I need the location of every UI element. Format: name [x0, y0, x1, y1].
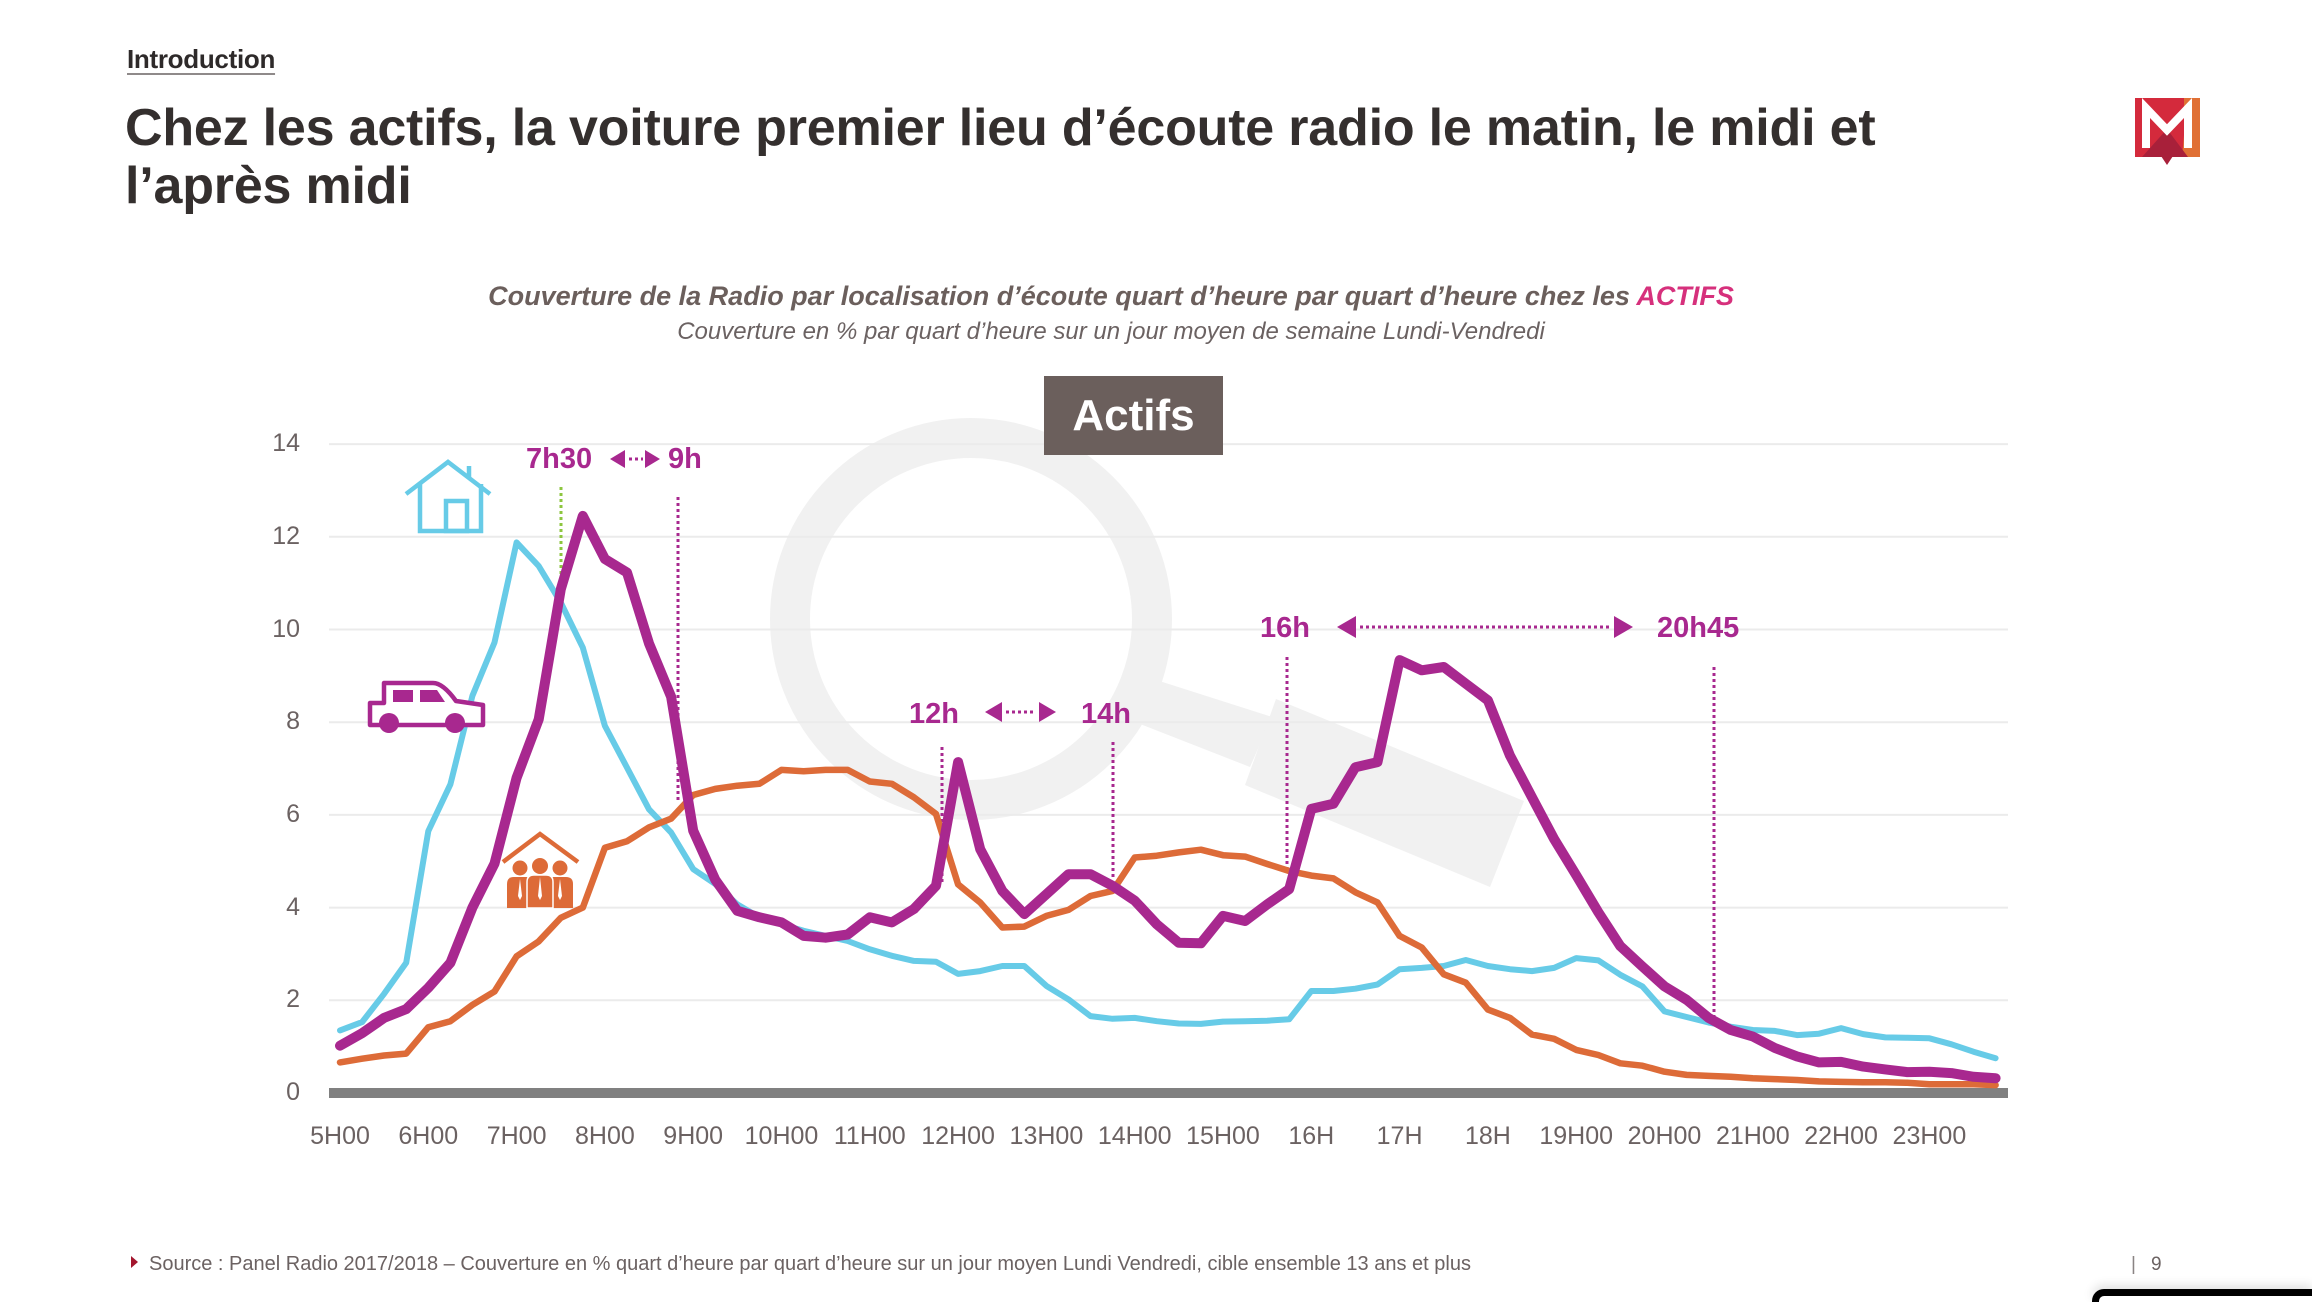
- car-icon: [367, 680, 486, 733]
- y-tick-label: 8: [286, 707, 300, 736]
- x-tick-label: 19H00: [1539, 1122, 1614, 1150]
- x-tick-label: 18H: [1464, 1122, 1511, 1150]
- x-tick-label: 12H00: [921, 1122, 995, 1150]
- house-icon: [404, 459, 492, 534]
- y-tick-label: 6: [286, 799, 300, 828]
- chart-title-highlight: ACTIFS: [1636, 281, 1734, 311]
- double-arrow-icon: [1337, 616, 1633, 638]
- annotation-morning-end: 9h: [668, 443, 702, 475]
- x-tick-label: 9H00: [663, 1122, 724, 1150]
- source-note: Source : Panel Radio 2017/2018 – Couvert…: [149, 1253, 1471, 1275]
- x-tick-label: 5H00: [310, 1122, 370, 1150]
- section-label: Introduction: [127, 44, 276, 74]
- x-tick-label: 21H00: [1715, 1122, 1790, 1150]
- magnifier-grip: [1245, 699, 1524, 887]
- series-line-work: [336, 766, 1999, 1089]
- window-frame-edge: [2092, 1289, 2312, 1302]
- chart-title: Couverture de la Radio par localisation …: [488, 280, 1734, 312]
- x-tick-label: 8H00: [575, 1122, 635, 1150]
- x-tick-label: 17H: [1376, 1122, 1423, 1150]
- panel-label-badge: Actifs: [1044, 376, 1223, 455]
- magnifier-ring: [770, 418, 1172, 820]
- annotation-morning-start: 7h30: [526, 443, 593, 475]
- chart-subtitle: Couverture en % par quart d’heure sur un…: [677, 318, 1545, 345]
- x-tick-label: 7H00: [486, 1122, 547, 1150]
- x-tick-label: 15H00: [1186, 1122, 1260, 1150]
- x-tick-label: 10H00: [744, 1122, 819, 1150]
- x-tick-label: 23H00: [1892, 1122, 1967, 1150]
- annotation-midday-end: 14h: [1081, 698, 1131, 730]
- annotation-evening-end: 20h45: [1657, 612, 1740, 644]
- y-tick-label: 2: [286, 985, 300, 1014]
- chart-title-text: Couverture de la Radio par localisation …: [488, 281, 1637, 311]
- y-tick-label: 4: [286, 892, 300, 921]
- m-logo-icon: [2135, 98, 2200, 165]
- page-number: 9: [2151, 1254, 2162, 1275]
- double-arrow-icon: [610, 450, 660, 468]
- y-tick-label: 14: [272, 429, 300, 458]
- annotation-midday-start: 12h: [909, 698, 959, 730]
- x-tick-label: 20H00: [1627, 1122, 1702, 1150]
- double-arrow-icon: [985, 702, 1056, 722]
- y-tick-label: 0: [286, 1078, 300, 1106]
- x-axis-baseline: [329, 1088, 2008, 1098]
- x-tick-label: 13H00: [1009, 1122, 1084, 1150]
- page-number-separator: |: [2131, 1254, 2136, 1275]
- footer-bullet-icon: [131, 1256, 138, 1268]
- y-tick-label: 12: [272, 521, 300, 550]
- x-tick-label: 14H00: [1097, 1122, 1172, 1150]
- series-line-car: [335, 510, 2001, 1084]
- work-group-icon: [501, 831, 580, 909]
- y-tick-label: 10: [272, 614, 300, 643]
- annotation-evening-start: 16h: [1260, 612, 1310, 644]
- x-tick-label: 22H00: [1804, 1122, 1878, 1150]
- x-tick-label: 6H00: [398, 1122, 459, 1150]
- page-title: Chez les actifs, la voiture premier lieu…: [125, 99, 1876, 215]
- x-tick-label: 16H: [1288, 1122, 1335, 1150]
- x-tick-label: 11H00: [833, 1122, 906, 1150]
